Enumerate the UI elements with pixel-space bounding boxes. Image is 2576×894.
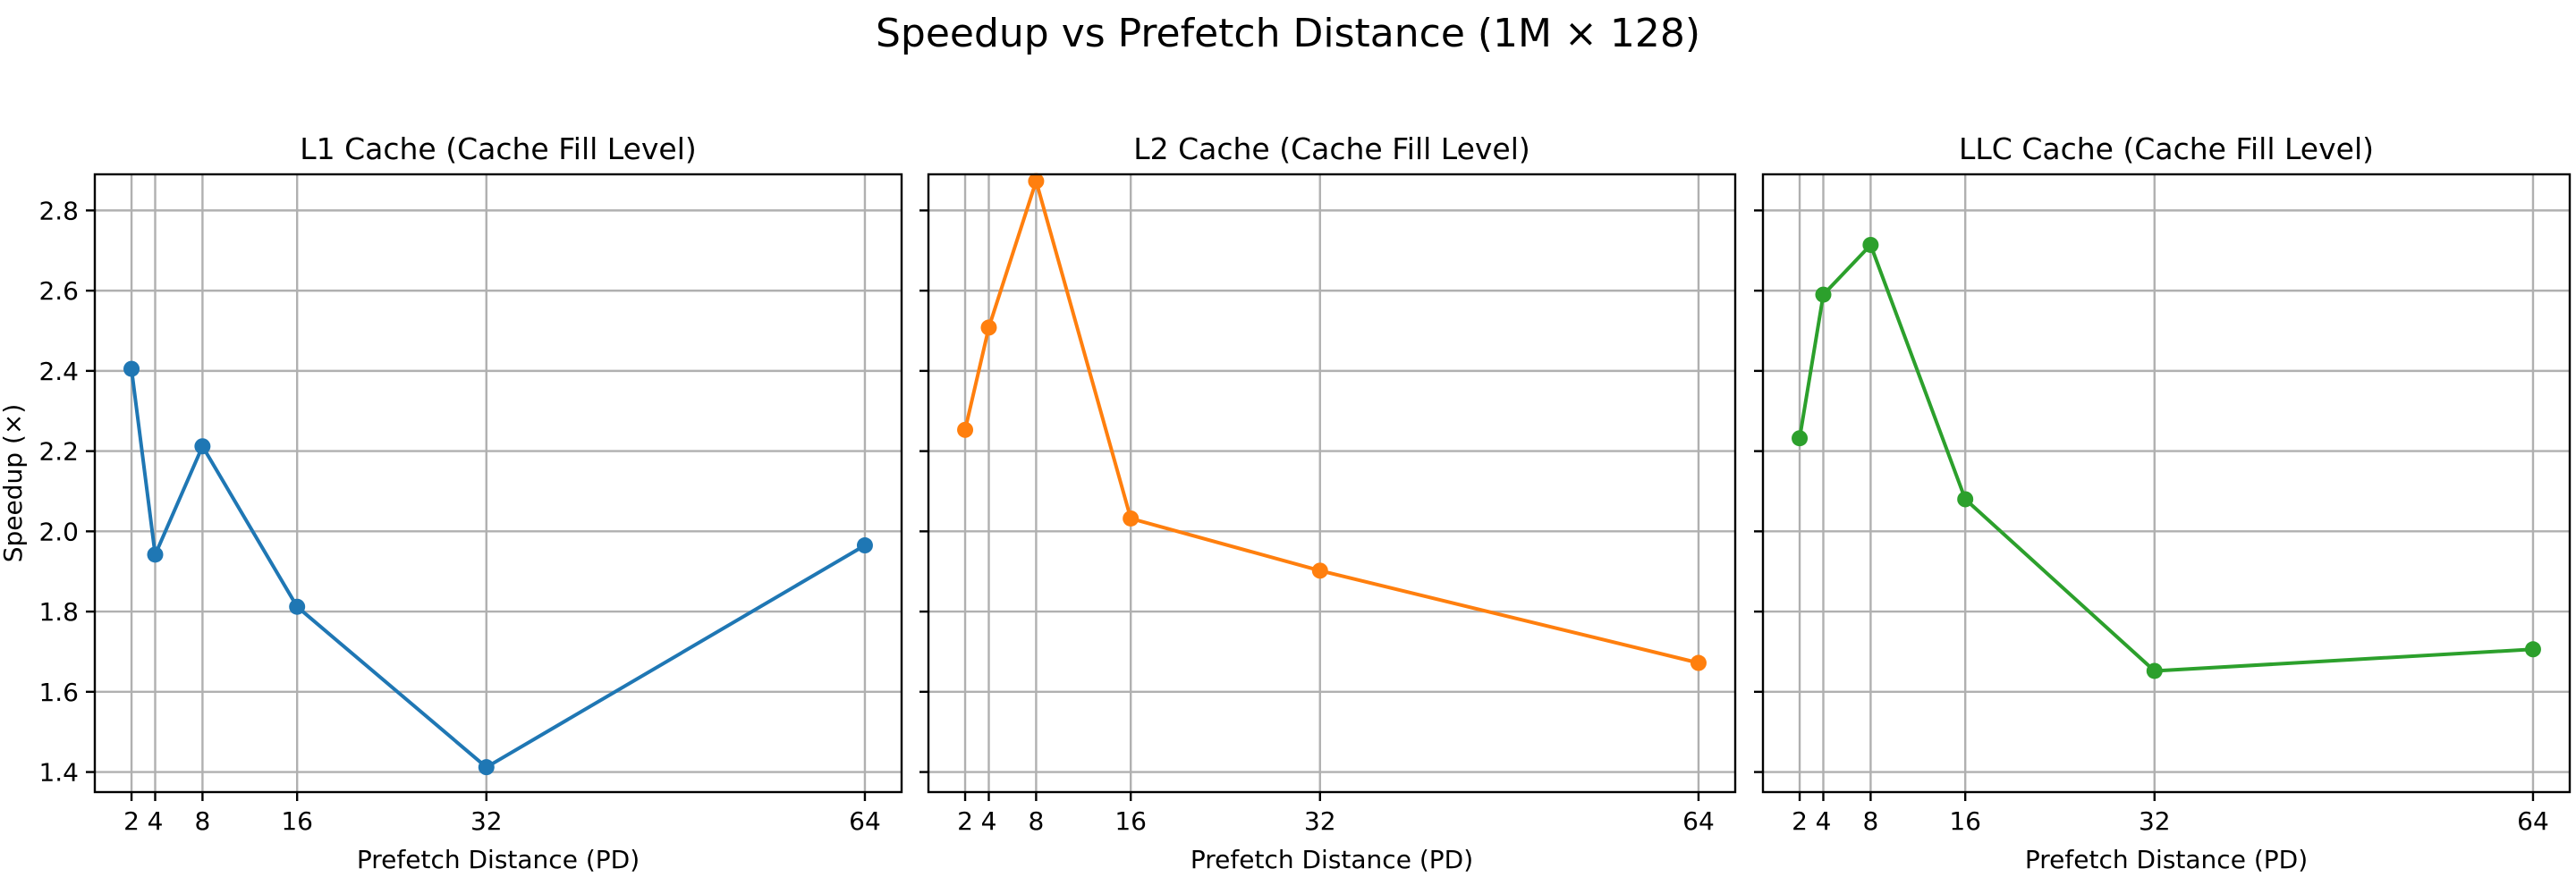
x-axis-label: Prefetch Distance (PD)	[2025, 845, 2308, 874]
y-tick-label: 2.4	[38, 357, 79, 386]
data-point	[980, 319, 997, 336]
panel-title: L2 Cache (Cache Fill Level)	[1133, 131, 1530, 166]
x-tick-label: 16	[1949, 806, 1981, 836]
panel-title: L1 Cache (Cache Fill Level)	[300, 131, 697, 166]
y-tick-label: 2.0	[38, 517, 79, 546]
x-tick-label: 32	[1304, 806, 1336, 836]
x-tick-label: 4	[981, 806, 997, 836]
y-tick-label: 1.4	[38, 758, 79, 788]
data-point	[1311, 562, 1328, 579]
x-tick-label: 32	[470, 806, 503, 836]
data-point	[1690, 654, 1707, 671]
axes-frame	[93, 173, 903, 794]
x-tick-label: 8	[1028, 806, 1044, 836]
data-point	[1028, 173, 1045, 190]
x-axis-label: Prefetch Distance (PD)	[1191, 845, 1473, 874]
x-tick-label: 2	[957, 806, 973, 836]
data-point	[289, 598, 306, 615]
data-point	[957, 421, 974, 438]
x-tick-label: 16	[281, 806, 313, 836]
axes-frame	[927, 173, 1737, 794]
data-point	[2146, 662, 2163, 679]
data-point	[478, 759, 495, 776]
data-point	[1792, 430, 1809, 447]
chart-panel-1: 1.4 1.6 1.8 2.0 2.2 2.4 2.6 2.8 2 4 8 16 32 64 L1 Cach…	[0, 131, 903, 874]
y-tick-label: 2.8	[38, 196, 79, 225]
axes-frame	[1761, 173, 2572, 794]
series-line	[963, 179, 1700, 665]
data-point	[1957, 491, 1974, 508]
chart-panel-3: 2 4 8 16 32 64 LLC Cache (Cache Fill Level) Pre…	[1754, 131, 2572, 874]
figure-title: Speedup vs Prefetch Distance (1M × 128)	[876, 11, 1700, 56]
chart-panel-2: 2 4 8 16 32 64 L2 Cache (Cache Fill Level) Pref…	[919, 131, 1737, 874]
panel-title: LLC Cache (Cache Fill Level)	[1959, 131, 2374, 166]
data-point	[147, 546, 164, 563]
x-tick-label: 8	[1862, 806, 1878, 836]
x-tick-label: 2	[1792, 806, 1808, 836]
x-tick-label: 8	[194, 806, 210, 836]
x-tick-label: 64	[849, 806, 881, 836]
data-point	[123, 360, 140, 377]
y-tick-label: 1.8	[38, 597, 79, 627]
x-tick-label: 64	[2517, 806, 2549, 836]
x-tick-label: 32	[2139, 806, 2171, 836]
y-tick-label: 1.6	[38, 678, 79, 707]
data-point	[2524, 641, 2541, 658]
x-axis-label: Prefetch Distance (PD)	[357, 845, 640, 874]
y-tick-label: 2.2	[38, 437, 79, 467]
y-tick-label: 2.6	[38, 276, 79, 306]
series-line	[1798, 243, 2535, 673]
x-tick-label: 64	[1682, 806, 1715, 836]
x-tick-label: 2	[123, 806, 140, 836]
data-point	[1123, 510, 1140, 527]
y-axis-label: Speedup (×)	[0, 404, 28, 563]
series-line	[130, 367, 867, 770]
data-point	[1862, 236, 1879, 253]
data-point	[1815, 286, 1832, 303]
data-point	[856, 537, 873, 554]
x-tick-label: 4	[148, 806, 164, 836]
x-tick-label: 4	[1816, 806, 1832, 836]
x-tick-label: 16	[1114, 806, 1147, 836]
data-point	[194, 438, 211, 455]
